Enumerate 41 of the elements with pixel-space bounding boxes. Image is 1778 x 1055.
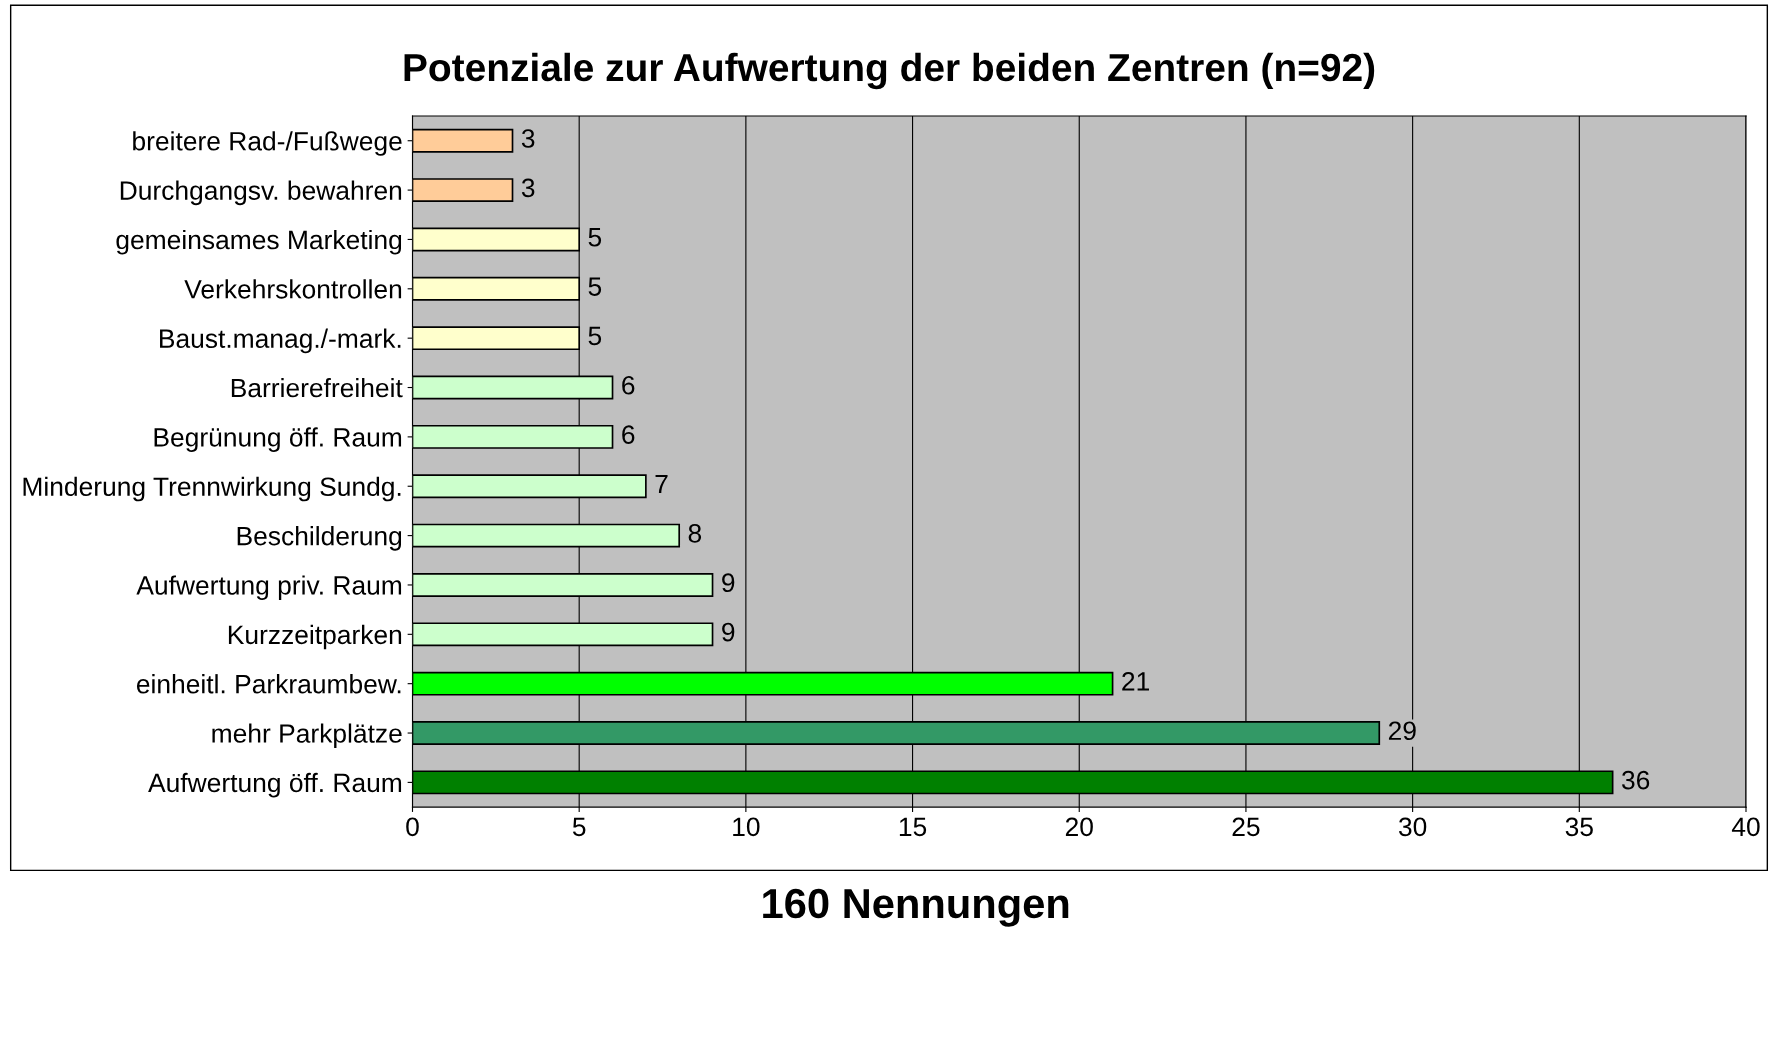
data-label: 8 [688,524,702,543]
x-tick-label: 35 [1565,817,1593,837]
x-tick-label: 15 [899,817,927,837]
data-label: 36 [1621,770,1650,790]
y-tick-label: gemeinsames Marketing [116,229,402,255]
y-tick-label: Aufwertung priv. Raum [136,575,402,600]
x-tick-label: 5 [572,817,586,837]
x-tick-label: 0 [406,817,419,837]
data-label: 9 [722,573,735,593]
data-label: 5 [588,277,602,296]
data-label: 6 [622,375,635,395]
y-tick-label: Minderung Trennwirkung Sundg. [23,476,401,502]
data-label: 5 [588,326,602,346]
data-label: 6 [622,425,635,444]
y-tick-label: Beschilderung [237,526,402,551]
y-tick-label: Kurzzeitparken [228,624,402,650]
x-tick-label: 10 [733,817,760,837]
text: 160 Nennungen [763,888,1069,927]
data-label: 5 [588,228,602,247]
data-label: 3 [521,178,535,198]
data-label: 3 [521,129,535,148]
x-tick-label: 20 [1065,817,1093,837]
bar [412,128,514,153]
y-tick-label: Durchgangsv. bewahren [120,180,402,206]
y-tick-label: Baust.manag./-mark. [160,328,401,354]
y-tick-label: Begrünung öff. Raum [154,427,402,452]
data-label: 21 [1122,672,1149,691]
bar [412,178,514,203]
y-tick-label: Barrierefreiheit [231,377,403,398]
data-label: 7 [655,474,668,494]
y-tick-label: mehr Parkplätze [212,723,402,749]
chart-title: Potenziale zur Aufwertung der beiden Zentren (n=92) [404,52,1375,90]
y-tick-label: Aufwertung öff. Raum [148,772,402,798]
data-label: 29 [1388,721,1416,741]
x-tick-label: 40 [1731,817,1760,837]
y-tick-label: Verkehrskontrollen [184,279,402,299]
y-tick-label: einheitl. Parkraumbew. [136,674,401,694]
x-tick-label: 25 [1232,817,1260,837]
x-tick-label: 30 [1398,817,1427,837]
data-label: 9 [722,622,735,642]
y-tick-label: breitere Rad-/Fußwege [133,131,402,156]
